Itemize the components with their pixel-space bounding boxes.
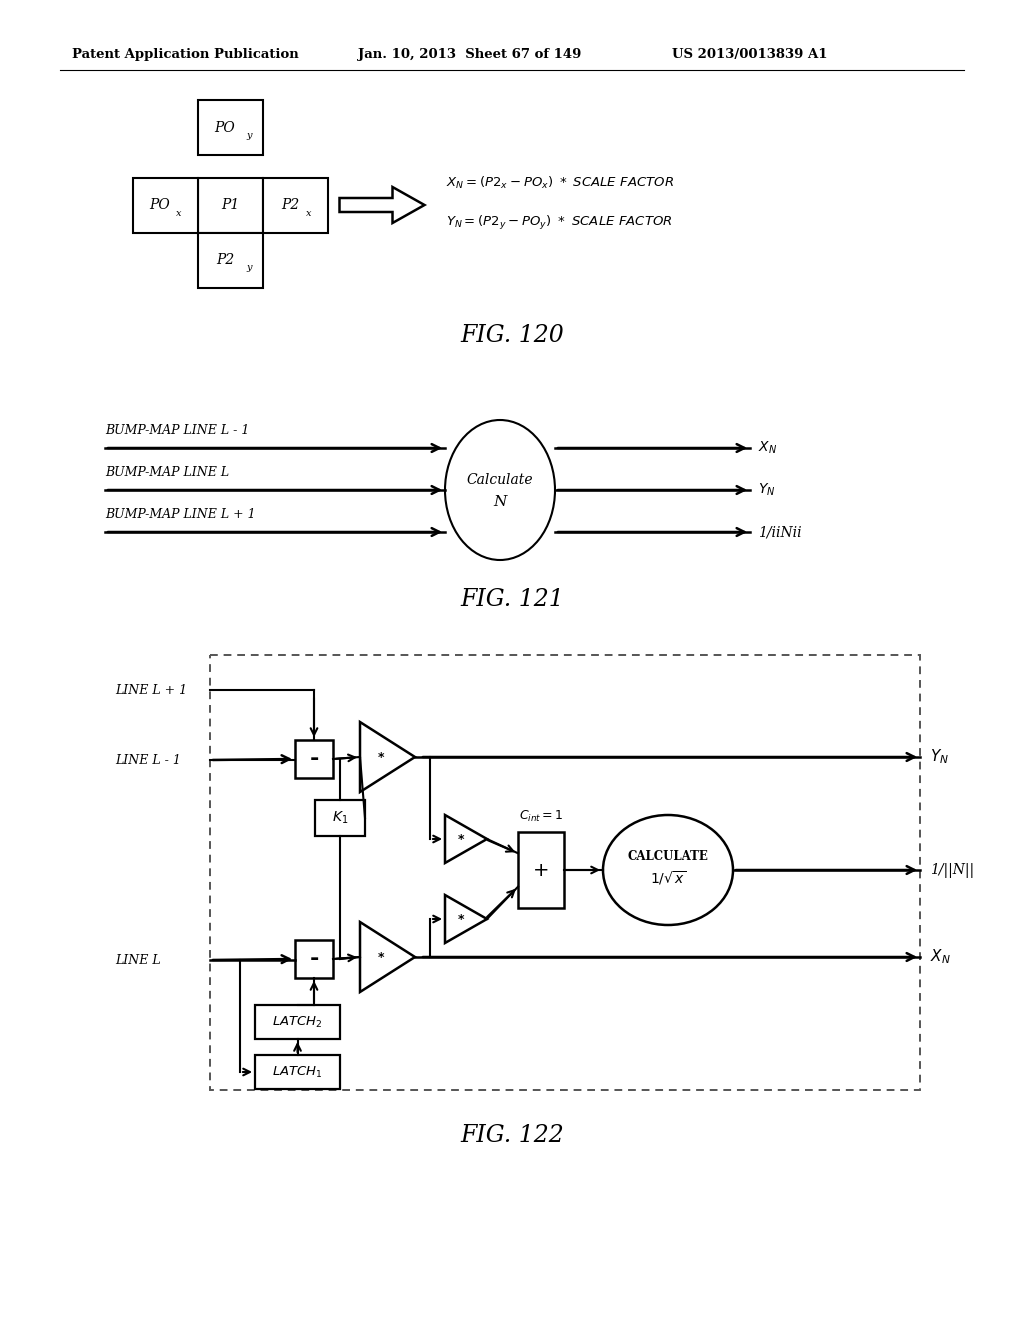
- Text: $K_1$: $K_1$: [332, 809, 348, 826]
- Polygon shape: [340, 187, 425, 223]
- Text: $X_N = (P2_x - PO_x)\ *\ SCALE\ FACTOR$: $X_N = (P2_x - PO_x)\ *\ SCALE\ FACTOR$: [446, 176, 675, 191]
- Text: *: *: [378, 751, 384, 763]
- Text: FIG. 120: FIG. 120: [460, 323, 564, 346]
- Ellipse shape: [603, 814, 733, 925]
- Polygon shape: [360, 921, 415, 993]
- Bar: [198, 100, 262, 154]
- Text: x: x: [176, 209, 181, 218]
- Bar: [295, 741, 333, 777]
- Text: $Y_N$: $Y_N$: [930, 747, 949, 767]
- Text: BUMP-MAP LINE L - 1: BUMP-MAP LINE L - 1: [105, 424, 250, 437]
- Text: $Y_N = (P2_y - PO_y)\ *\ SCALE\ FACTOR$: $Y_N = (P2_y - PO_y)\ *\ SCALE\ FACTOR$: [446, 214, 673, 232]
- Text: BUMP-MAP LINE L + 1: BUMP-MAP LINE L + 1: [105, 508, 256, 521]
- Text: *: *: [378, 950, 384, 964]
- Text: PO: PO: [150, 198, 170, 213]
- Text: P2: P2: [216, 253, 234, 267]
- Text: $X_N$: $X_N$: [930, 948, 950, 966]
- Text: CALCULATE: CALCULATE: [628, 850, 709, 863]
- Text: *: *: [458, 912, 464, 925]
- Text: LINE L: LINE L: [115, 953, 161, 966]
- Text: US 2013/0013839 A1: US 2013/0013839 A1: [672, 48, 827, 61]
- Text: $X_N$: $X_N$: [758, 440, 777, 457]
- Bar: [315, 800, 365, 836]
- Bar: [198, 232, 262, 288]
- Bar: [295, 940, 333, 978]
- Text: *: *: [458, 833, 464, 846]
- Text: LINE L + 1: LINE L + 1: [115, 684, 187, 697]
- Text: $1/\sqrt{x}$: $1/\sqrt{x}$: [650, 869, 686, 887]
- Text: 1/iiNii: 1/iiNii: [758, 525, 802, 539]
- Text: $Y_N$: $Y_N$: [758, 482, 775, 498]
- Text: BUMP-MAP LINE L: BUMP-MAP LINE L: [105, 466, 229, 479]
- Text: P1: P1: [221, 198, 240, 213]
- Polygon shape: [360, 722, 415, 792]
- Text: -: -: [309, 748, 318, 770]
- Text: FIG. 122: FIG. 122: [460, 1123, 564, 1147]
- Text: 1/||N||: 1/||N||: [930, 862, 974, 878]
- Ellipse shape: [445, 420, 555, 560]
- Text: PO: PO: [215, 120, 236, 135]
- Bar: [518, 832, 564, 908]
- Bar: [198, 177, 262, 232]
- Polygon shape: [445, 814, 487, 863]
- Text: y: y: [246, 264, 252, 272]
- Text: Calculate: Calculate: [467, 473, 534, 487]
- Bar: [132, 177, 198, 232]
- Bar: [255, 1055, 340, 1089]
- Text: $C_{int}=1$: $C_{int}=1$: [519, 809, 563, 824]
- Text: Patent Application Publication: Patent Application Publication: [72, 48, 299, 61]
- Text: Jan. 10, 2013  Sheet 67 of 149: Jan. 10, 2013 Sheet 67 of 149: [358, 48, 582, 61]
- Bar: [255, 1005, 340, 1039]
- Polygon shape: [445, 895, 487, 942]
- Bar: [210, 655, 920, 1090]
- Text: -: -: [309, 949, 318, 969]
- Text: LINE L - 1: LINE L - 1: [115, 754, 181, 767]
- Text: +: +: [532, 861, 549, 879]
- Text: x: x: [306, 209, 311, 218]
- Text: $LATCH_2$: $LATCH_2$: [272, 1015, 323, 1030]
- Text: FIG. 121: FIG. 121: [460, 589, 564, 611]
- Text: P2: P2: [281, 198, 299, 213]
- Text: y: y: [246, 131, 252, 140]
- Text: N: N: [494, 495, 507, 510]
- Text: $LATCH_1$: $LATCH_1$: [272, 1064, 323, 1080]
- Bar: [262, 177, 328, 232]
